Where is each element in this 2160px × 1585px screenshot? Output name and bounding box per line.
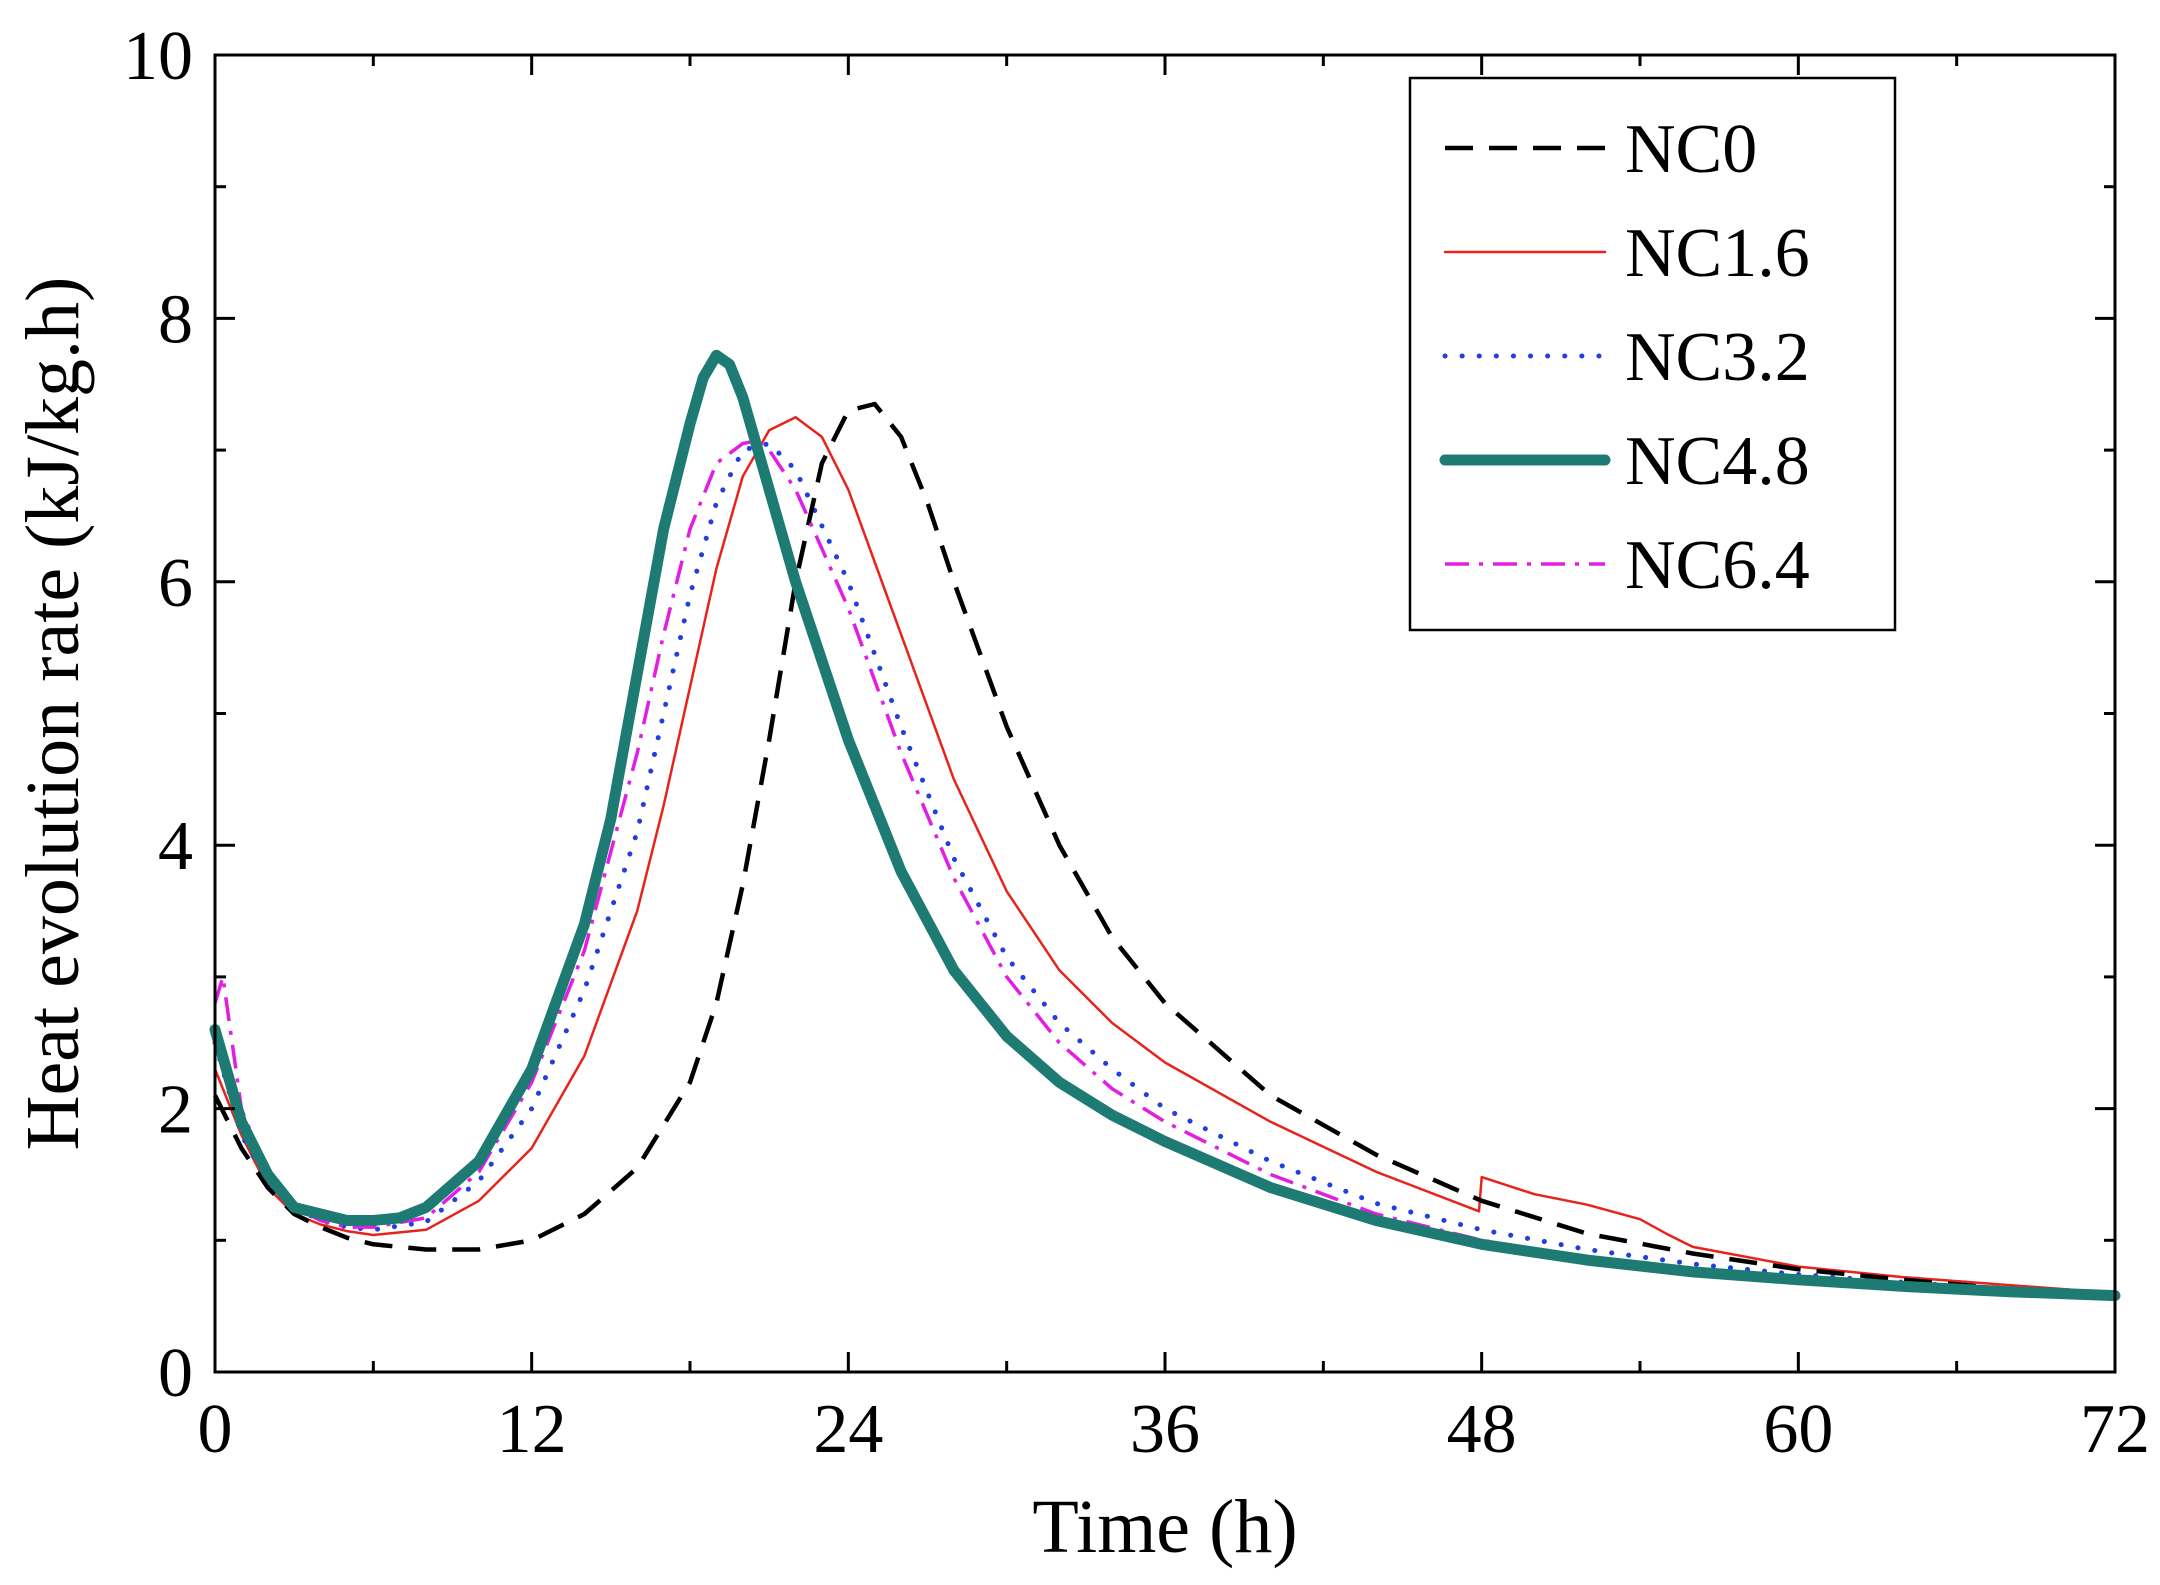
legend: NC0 NC1.6 NC3.2 NC4.8 NC6.4	[1408, 76, 1897, 632]
x-tick-label: 36	[1130, 1391, 1200, 1468]
x-tick-label: 24	[813, 1391, 883, 1468]
y-tick-label: 8	[158, 281, 193, 358]
y-tick-label: 2	[158, 1072, 193, 1149]
x-tick-label: 48	[1447, 1391, 1517, 1468]
series-line-nc1-6	[213, 415, 2117, 1295]
x-tick-label: 12	[497, 1391, 567, 1468]
legend-label: NC3.2	[1625, 319, 1810, 396]
series-line-nc4-8	[209, 349, 2121, 1302]
x-axis-title: Time (h)	[1032, 1485, 1297, 1569]
legend-label: NC0	[1625, 111, 1757, 188]
series-line-nc0	[212, 401, 2116, 1300]
x-tick-label: 60	[1763, 1391, 1833, 1468]
legend-box	[1408, 76, 1897, 632]
legend-label: NC1.6	[1625, 215, 1810, 292]
ticks-layer	[213, 53, 2117, 1374]
y-tick-label: 0	[158, 1335, 193, 1412]
x-tick-label: 72	[2080, 1391, 2150, 1468]
y-tick-label: 10	[123, 18, 193, 95]
series-line-nc6-4	[213, 439, 2116, 1297]
legend-label: NC4.8	[1625, 423, 1810, 500]
legend-label: NC6.4	[1625, 527, 1810, 604]
x-tick-label: 0	[198, 1391, 233, 1468]
y-tick-label: 6	[158, 545, 193, 622]
y-tick-label: 4	[158, 808, 193, 885]
series-layer	[209, 349, 2121, 1302]
y-axis-title: Heat evolution rate (kJ/kg.h)	[11, 277, 95, 1151]
